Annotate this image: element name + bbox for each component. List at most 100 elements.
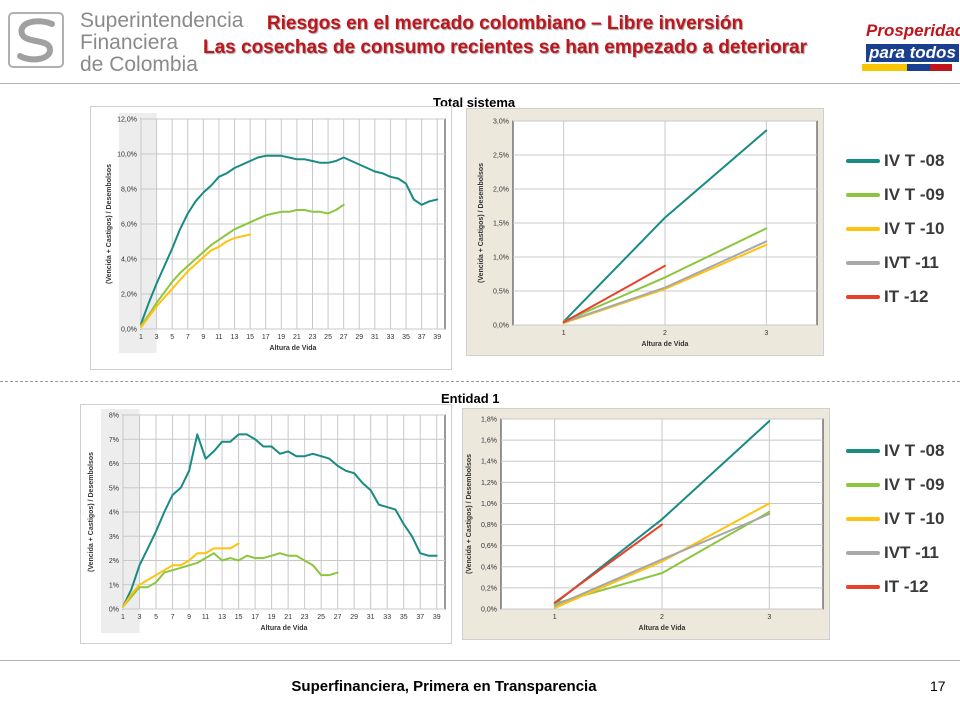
x-tick-label: 21 (284, 614, 292, 621)
y-tick-label: 0,2% (481, 585, 497, 592)
x-tick-label: 3 (138, 614, 142, 621)
legend-item: IV T -10 (846, 508, 956, 530)
x-axis-label: Altura de Vida (639, 625, 686, 632)
org-name-line: Financiera (80, 31, 179, 54)
series-line (553, 502, 771, 609)
y-tick-label: 0,5% (493, 289, 509, 296)
x-tick-label: 19 (277, 334, 285, 341)
y-tick-label: 1,6% (481, 438, 497, 445)
y-tick-label: 6% (109, 461, 119, 468)
x-tick-label: 39 (433, 614, 441, 621)
legend-swatch (846, 449, 880, 453)
series-line (562, 227, 768, 323)
y-tick-label: 0,0% (493, 323, 509, 330)
legend-item: IV T -10 (846, 218, 956, 240)
x-tick-label: 35 (402, 334, 410, 341)
x-tick-label: 17 (262, 334, 270, 341)
legend-item: IT -12 (846, 576, 956, 598)
chart-svg: 0,0% 0,2% 0,4% 0,6% 0,8% 1,0% 1,2% 1,4% 1,6% 1,8%… (463, 409, 829, 639)
x-tick-label: 31 (371, 334, 379, 341)
y-axis-label: (Vencida + Castigos) / Desembolsos (88, 452, 95, 572)
y-axis-label: (Vencida + Castigos) / Desembolsos (466, 454, 473, 574)
chart-svg: 0,0%2,0%4,0%6,0%8,0%10,0%12,0%1 3 5 7 9 11 13 1… (91, 107, 451, 369)
x-tick-label: 5 (154, 614, 158, 621)
y-tick-label: 1,5% (493, 221, 509, 228)
x-tick-label: 9 (187, 614, 191, 621)
series-line (122, 433, 438, 608)
chart-total-sistema-full: 0,0% 2,0% 4,0% 6,0% 8,0% 10,0% 12,0% 1 3 5 7 9 11 13 1… (90, 106, 452, 370)
section-title-entidad-1: Entidad 1 (441, 391, 500, 406)
x-tick-label: 7 (171, 614, 175, 621)
y-tick-label: 1,4% (481, 459, 497, 466)
y-tick-label: 4% (109, 510, 119, 517)
y-tick-label: 3% (109, 534, 119, 541)
x-tick-label: 29 (355, 334, 363, 341)
series-line (562, 240, 768, 324)
chart-entidad-1-full: 0% 1% 2% 3% 4% 5% 6% 7% 8% 1 3 5 7 9 11 13 15 17 19 21 23 25 2… (80, 404, 452, 644)
x-tick-label: 37 (416, 614, 424, 621)
page-number: 17 (930, 678, 946, 694)
legend-swatch (846, 227, 880, 231)
y-tick-label: 7% (109, 437, 119, 444)
legend-label: IV T -08 (884, 441, 945, 460)
x-tick-label: 35 (400, 614, 408, 621)
chart-svg: 0%1%2%3%4%5%6%7%8%1 3 5 7 9 11 13 15 17 19 21 23 25 2… (81, 405, 451, 643)
y-tick-label: 1,8% (481, 417, 497, 424)
title-line-2: Las cosechas de consumo recientes se han… (202, 37, 808, 58)
x-tick-label: 15 (235, 614, 243, 621)
x-tick-label: 2 (663, 330, 667, 337)
y-axis-label: (Vencida + Castigos) / Desembolsos (478, 163, 485, 283)
legend-label: IV T -09 (884, 475, 945, 494)
legend-swatch (846, 483, 880, 487)
legend-item: IV T -08 (846, 440, 956, 462)
footer-divider (0, 660, 960, 661)
legend-item: IV T -09 (846, 184, 956, 206)
x-tick-label: 25 (317, 614, 325, 621)
section-title-total-sistema: Total sistema (433, 95, 516, 110)
x-tick-label: 3 (767, 614, 771, 621)
legend-item: IV T -08 (846, 150, 956, 172)
y-tick-label: 4,0% (121, 257, 137, 264)
x-tick-label: 9 (201, 334, 205, 341)
legend-swatch (846, 193, 880, 197)
x-tick-label: 3 (155, 334, 159, 341)
y-tick-label: 5% (109, 485, 119, 492)
y-tick-label: 6,0% (121, 222, 137, 229)
x-axis-label: Altura de Vida (270, 345, 317, 352)
x-tick-label: 21 (293, 334, 301, 341)
y-tick-label: 8,0% (121, 187, 137, 194)
legend-label: IV T -09 (884, 185, 945, 204)
brand-top-text: Prosperidad (866, 21, 960, 40)
org-name: Superintendencia Financiera de Colombia (80, 10, 243, 76)
prosperidad-logo: Prosperidad para todos (862, 20, 960, 72)
y-tick-label: 0,0% (121, 327, 137, 334)
legend-label: IT -12 (884, 577, 929, 596)
y-tick-label: 0,4% (481, 564, 497, 571)
x-tick-label: 15 (246, 334, 254, 341)
x-tick-label: 37 (418, 334, 426, 341)
legend-label: IVT -11 (884, 253, 939, 272)
x-tick-label: 27 (334, 614, 342, 621)
legend-swatch (846, 295, 880, 299)
x-tick-label: 17 (251, 614, 259, 621)
section-divider (0, 381, 960, 382)
x-tick-label: 19 (268, 614, 276, 621)
legend-item: IVT -11 (846, 542, 956, 564)
legend-label: IV T -10 (884, 219, 945, 238)
x-tick-label: 33 (383, 614, 391, 621)
x-tick-label: 2 (660, 614, 664, 621)
superintendencia-logo: Superintendencia Financiera de Colombia (8, 10, 243, 76)
y-tick-label: 1,2% (481, 480, 497, 487)
series-line (562, 264, 666, 324)
legend-swatch (846, 551, 880, 555)
legend-swatch (846, 261, 880, 265)
y-tick-label: 8% (109, 413, 119, 420)
x-tick-label: 29 (350, 614, 358, 621)
x-tick-label: 1 (139, 334, 143, 341)
series-line (140, 233, 252, 329)
legend-item: IT -12 (846, 286, 956, 308)
y-axis-label: (Vencida + Castigos) / Desembolsos (106, 164, 113, 284)
y-tick-label: 0,6% (481, 543, 497, 550)
x-tick-label: 3 (764, 330, 768, 337)
y-tick-label: 2,0% (493, 187, 509, 194)
